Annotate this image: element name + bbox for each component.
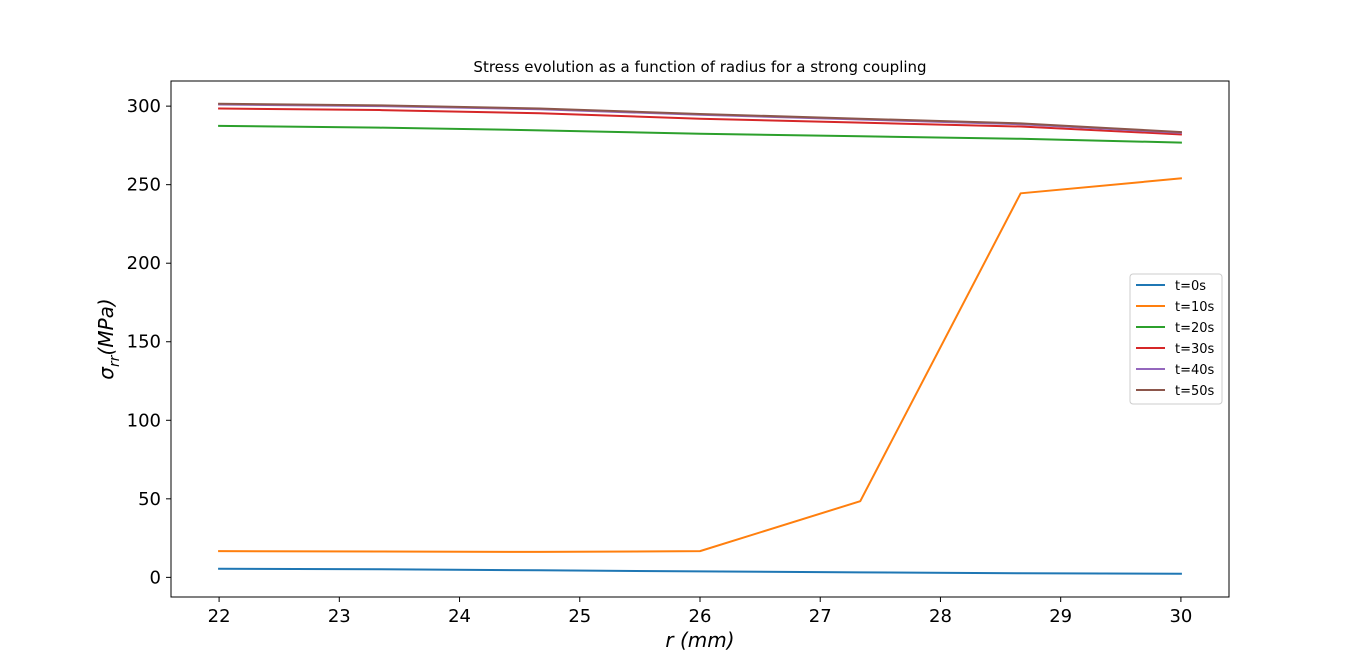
legend-label-4: t=40s — [1175, 363, 1215, 378]
legend-label-5: t=50s — [1175, 384, 1215, 399]
series-line-1 — [218, 177, 1182, 553]
legend: t=0s t=10s t=20s t=30s t=40s t=50s — [1129, 273, 1223, 405]
y-axis: 0 50 100 150 200 250 300 — [127, 96, 171, 588]
chart-title: Stress evolution as a function of radius… — [473, 58, 926, 76]
y-tick-label: 250 — [127, 175, 161, 196]
series-line-2 — [218, 124, 1182, 144]
y-tick-label: 50 — [138, 489, 161, 510]
y-axis-label-unit: (MPa) — [94, 298, 118, 355]
series-line-0 — [218, 567, 1182, 575]
plot-frame — [170, 80, 1230, 598]
legend-label-2: t=20s — [1175, 321, 1215, 336]
series-layer — [218, 102, 1182, 575]
y-tick-label: 200 — [127, 253, 161, 274]
y-axis-label: σrr(MPa) — [94, 298, 123, 379]
x-tick-label: 25 — [568, 606, 591, 627]
y-tick-label: 150 — [127, 332, 161, 353]
y-axis-label-subscript: rr — [107, 354, 123, 367]
y-tick-label: 100 — [127, 410, 161, 431]
x-tick-label: 23 — [328, 606, 351, 627]
y-axis-label-symbol: σ — [94, 366, 118, 380]
x-tick-label: 24 — [448, 606, 471, 627]
x-axis-label: r (mm) — [665, 628, 734, 652]
y-tick-label: 0 — [150, 567, 161, 588]
legend-label-3: t=30s — [1175, 342, 1215, 357]
series-line-5 — [218, 102, 1182, 134]
series-line-3 — [218, 107, 1182, 136]
legend-label-1: t=10s — [1175, 300, 1215, 315]
y-tick-label: 300 — [127, 96, 161, 117]
x-tick-label: 28 — [929, 606, 952, 627]
x-tick-label: 22 — [208, 606, 231, 627]
legend-label-0: t=0s — [1175, 279, 1206, 294]
x-tick-label: 30 — [1169, 606, 1192, 627]
x-tick-label: 26 — [689, 606, 712, 627]
x-tick-label: 29 — [1049, 606, 1072, 627]
x-tick-label: 27 — [809, 606, 832, 627]
x-axis: 22 23 24 25 26 27 28 29 30 — [208, 597, 1192, 627]
legend-items: t=0s t=10s t=20s t=30s t=40s t=50s — [1136, 279, 1215, 399]
